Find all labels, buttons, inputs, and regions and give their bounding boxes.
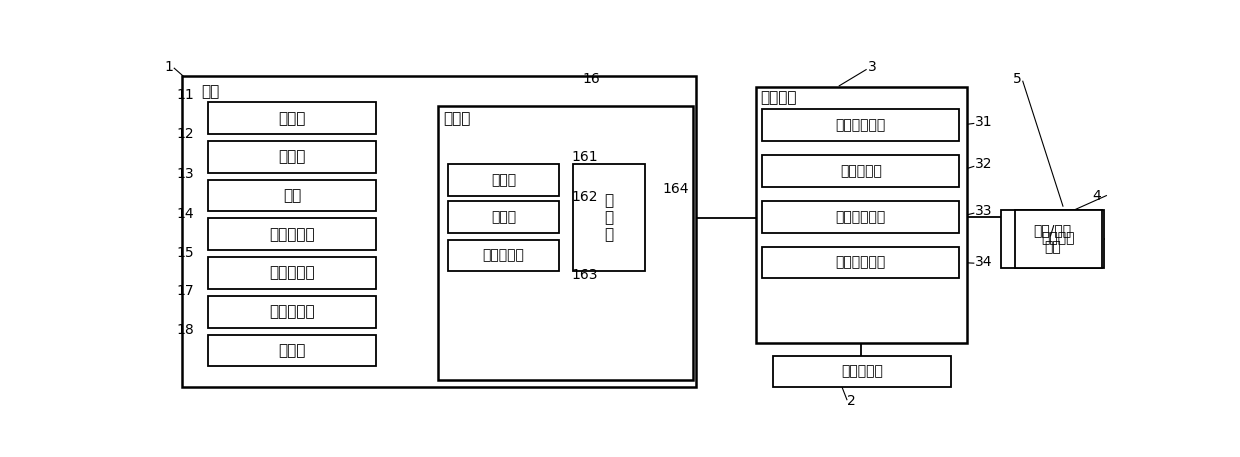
Text: 32: 32 xyxy=(975,157,992,171)
Bar xyxy=(448,164,558,196)
Text: 管理中心: 管理中心 xyxy=(1042,232,1075,246)
Text: 163: 163 xyxy=(572,268,598,282)
Bar xyxy=(439,106,693,380)
Text: 161: 161 xyxy=(572,150,598,164)
Text: 1: 1 xyxy=(165,60,174,74)
Bar xyxy=(208,296,376,328)
Bar xyxy=(208,218,376,250)
Text: 4: 4 xyxy=(1092,189,1101,202)
Text: 16: 16 xyxy=(583,73,600,86)
Text: 存储器: 存储器 xyxy=(491,210,516,224)
Text: 13: 13 xyxy=(176,167,193,181)
Text: 数据管理模块: 数据管理模块 xyxy=(836,118,885,132)
Text: 处
理
器: 处 理 器 xyxy=(605,193,614,243)
Text: 12: 12 xyxy=(176,127,193,141)
Bar xyxy=(773,356,951,388)
Bar xyxy=(208,257,376,289)
Text: 17: 17 xyxy=(176,284,193,298)
Text: 数据采集器: 数据采集器 xyxy=(841,365,883,378)
Text: 定时器: 定时器 xyxy=(491,173,516,187)
Bar xyxy=(763,247,960,278)
Text: 信号处理器: 信号处理器 xyxy=(482,249,525,262)
Text: 控制器: 控制器 xyxy=(444,111,471,126)
Text: 烤箱: 烤箱 xyxy=(201,84,219,99)
Text: 数据分析模块: 数据分析模块 xyxy=(836,210,885,224)
Text: 风速传感器: 风速传感器 xyxy=(269,227,315,242)
Text: 164: 164 xyxy=(662,181,689,196)
Text: 温度传感器: 温度传感器 xyxy=(269,266,315,281)
Text: 14: 14 xyxy=(176,207,193,221)
Bar xyxy=(208,102,376,134)
Text: 18: 18 xyxy=(176,323,193,337)
Text: 有线/无线
网络: 有线/无线 网络 xyxy=(1033,223,1071,254)
Text: 电子锁: 电子锁 xyxy=(278,149,305,165)
Text: 31: 31 xyxy=(975,115,992,129)
Bar xyxy=(448,239,558,271)
Bar xyxy=(448,201,558,233)
Text: 2: 2 xyxy=(847,394,856,409)
Bar xyxy=(208,141,376,173)
Text: 网络摄像头: 网络摄像头 xyxy=(269,304,315,319)
Text: 加热器: 加热器 xyxy=(278,111,305,126)
Text: 3: 3 xyxy=(868,60,877,74)
Bar xyxy=(573,164,645,271)
Text: 5: 5 xyxy=(1013,73,1022,86)
Text: 数据显示模块: 数据显示模块 xyxy=(836,255,885,270)
Bar xyxy=(182,76,696,388)
Bar xyxy=(1016,210,1101,268)
Text: 监控电脑: 监控电脑 xyxy=(760,90,797,105)
Text: 报警器: 报警器 xyxy=(278,343,305,358)
Text: 162: 162 xyxy=(572,191,598,204)
Bar xyxy=(763,109,960,141)
Bar xyxy=(755,86,967,343)
Text: 33: 33 xyxy=(975,204,992,218)
Bar xyxy=(208,335,376,366)
Bar xyxy=(208,180,376,212)
Text: 数据库模块: 数据库模块 xyxy=(839,164,882,178)
Text: 11: 11 xyxy=(176,88,193,102)
Text: 15: 15 xyxy=(176,245,193,260)
Text: 34: 34 xyxy=(975,255,992,270)
Text: 风机: 风机 xyxy=(283,188,301,203)
Bar xyxy=(1001,210,1105,268)
Bar xyxy=(763,155,960,187)
Bar xyxy=(763,201,960,233)
